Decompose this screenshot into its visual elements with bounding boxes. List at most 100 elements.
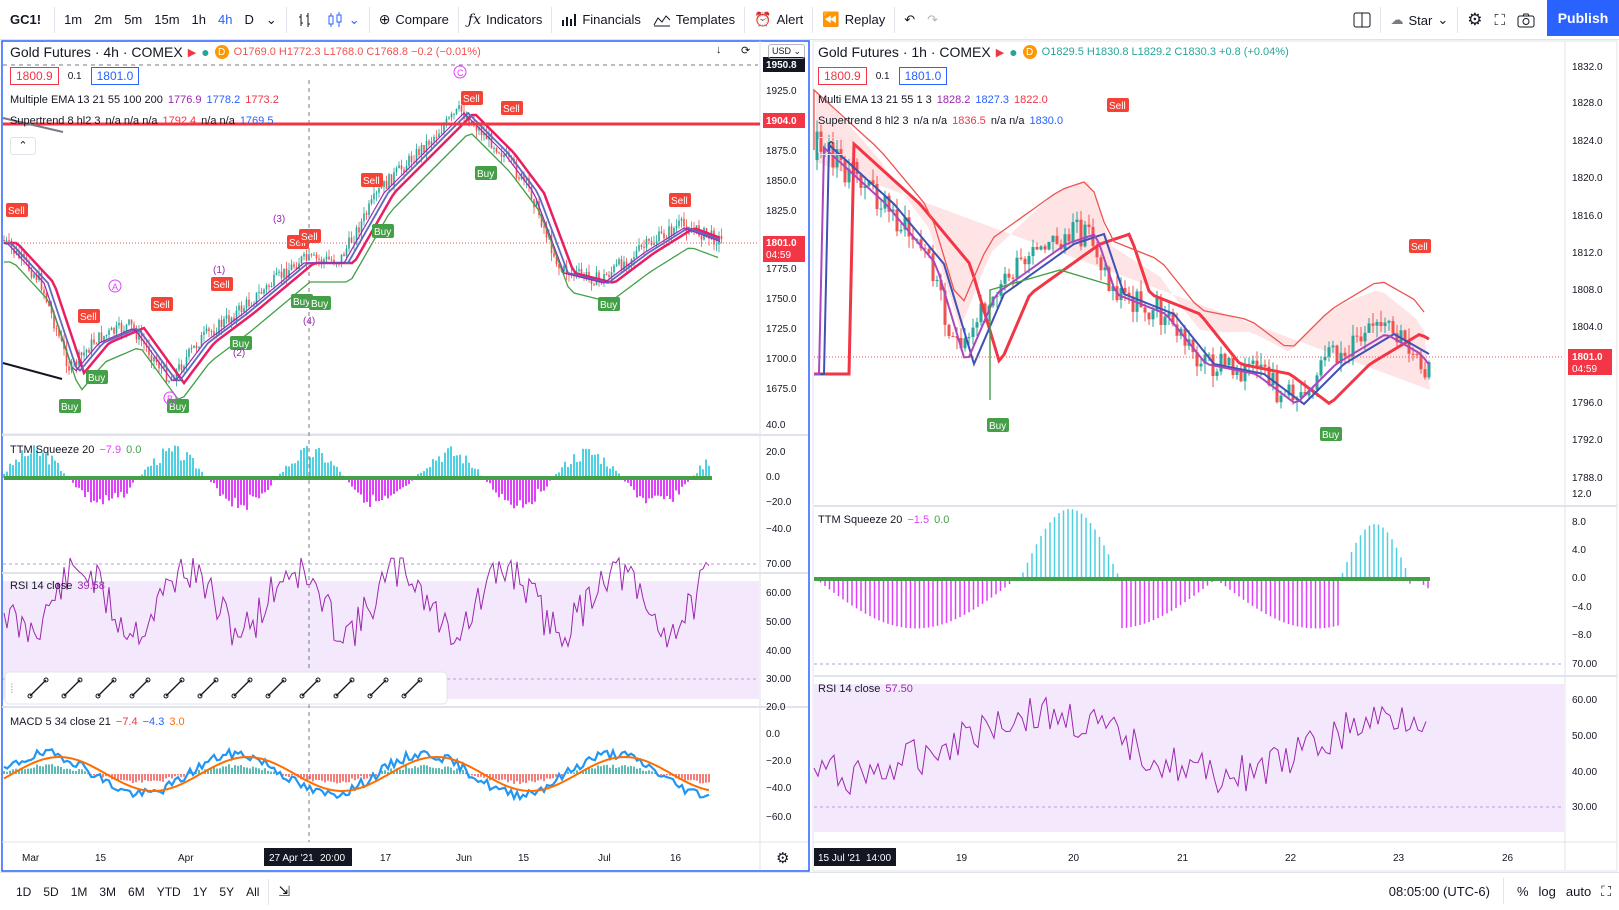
left-time-axis[interactable]: Mar 15 Apr 17 Jun 15 Jul 16 <box>22 853 682 864</box>
left-collapse-legend-button[interactable]: ⌃ <box>10 137 36 155</box>
left-ttm-legend[interactable]: TTM Squeeze 20 −7.9 0.0 <box>10 444 141 456</box>
gann-icon[interactable] <box>367 677 389 699</box>
interval-2m[interactable]: 2m <box>94 12 113 27</box>
parallel-lines-icon[interactable] <box>27 677 49 699</box>
range-1m[interactable]: 1M <box>70 884 88 899</box>
right-buy-button[interactable]: 1801.0 <box>898 67 948 85</box>
left-price-axis[interactable]: 1950.8 1925.0 1904.0 1875.0 1850.0 1825.0 1801… <box>763 57 805 823</box>
interval-15m[interactable]: 15m <box>154 12 180 27</box>
range-5d[interactable]: 5D <box>43 884 59 899</box>
right-ttm-legend[interactable]: TTM Squeeze 20 −1.5 0.0 <box>818 514 949 526</box>
left-rsi-legend[interactable]: RSI 14 close 39.58 <box>10 580 105 592</box>
goto-date-button[interactable]: ⇲ <box>272 883 296 900</box>
range-5y[interactable]: 5Y <box>219 884 235 899</box>
maximize-chart-icon[interactable]: ⛶ <box>1601 882 1611 899</box>
right-ema-legend[interactable]: Multi EMA 13 21 55 1 3 1828.2 1827.3 182… <box>818 94 1048 106</box>
left-sell-button[interactable]: 1800.9 <box>10 67 59 85</box>
flag-icon: ▶ <box>187 46 197 59</box>
fib-icon[interactable] <box>231 677 253 699</box>
right-sell-button[interactable]: 1800.9 <box>818 67 867 85</box>
pitchfork-icon[interactable] <box>163 677 185 699</box>
right-collapse-legend-button[interactable]: ⌃ <box>818 137 844 155</box>
candle-body <box>975 322 979 328</box>
price-tick: 1816.0 <box>1572 211 1603 222</box>
sell-signal-label: Sell <box>301 232 318 243</box>
snapshot-button[interactable] <box>1511 0 1541 40</box>
financials-button[interactable]: Financials <box>555 0 647 40</box>
left-buy-button[interactable]: 1801.0 <box>90 67 140 85</box>
status-dot-icon: ● <box>1009 44 1018 60</box>
publish-button[interactable]: Publish <box>1547 0 1619 36</box>
left-macd-legend[interactable]: MACD 5 34 close 21 −7.4 −4.3 3.0 <box>10 716 185 728</box>
right-supertrend-legend[interactable]: Supertrend 8 hl2 3 n/a n/a 1836.5 n/a n/… <box>818 115 1063 127</box>
left-currency-select[interactable]: USD ⌄ <box>768 44 806 59</box>
auto-toggle[interactable]: auto <box>1565 883 1592 899</box>
trend-line-2[interactable] <box>2 117 64 133</box>
interval-4h[interactable]: 4h <box>218 12 233 27</box>
line-icon[interactable] <box>265 677 287 699</box>
candle-body <box>100 332 103 342</box>
layout-button[interactable] <box>1347 0 1377 40</box>
right-rsi-legend[interactable]: RSI 14 close 57.50 <box>818 683 913 695</box>
interval-d[interactable]: D <box>244 12 254 27</box>
right-time-axis[interactable]: 19 20 21 22 23 26 <box>956 853 1514 864</box>
save-cloud-button[interactable]: ☁ Star ⌄ <box>1384 0 1454 40</box>
right-price-axis[interactable]: 1832.0 1828.0 1824.0 1820.0 1816.0 1812.0 1808… <box>1568 62 1612 813</box>
range-3m[interactable]: 3M <box>99 884 117 899</box>
candle-body <box>108 330 110 335</box>
candle-body <box>683 218 685 227</box>
pattern-icon[interactable] <box>299 677 321 699</box>
candle-body <box>1147 312 1151 320</box>
range-1y[interactable]: 1Y <box>192 884 208 899</box>
fullscreen-button[interactable]: ⛶ <box>1488 0 1511 40</box>
bar-style-icon[interactable] <box>290 0 320 40</box>
candles-icon[interactable]: ⌄ <box>320 0 366 40</box>
compare-button[interactable]: ⊕ Compare <box>373 0 455 40</box>
interval-1h[interactable]: 1h <box>191 12 207 27</box>
left-legend-title[interactable]: Gold Futures · 4h · COMEX ▶ ● D O1769.0 … <box>10 44 481 60</box>
trend-line[interactable] <box>2 362 63 380</box>
indicators-button[interactable]: ƒx Indicators <box>462 0 548 40</box>
buy-signal-label: Buy <box>88 373 105 384</box>
undo-button[interactable]: ↶ <box>898 0 921 40</box>
drag-handle-icon[interactable]: ⁞ <box>10 681 14 696</box>
horizontal-ray-icon[interactable] <box>197 677 219 699</box>
left-refresh-icon[interactable]: ⟳ <box>741 45 751 57</box>
settings-button[interactable]: ⚙ <box>1461 0 1488 40</box>
range-ytd[interactable]: YTD <box>156 884 181 899</box>
range-1d[interactable]: 1D <box>16 884 32 899</box>
candle-body <box>200 335 203 347</box>
left-supertrend-legend[interactable]: Supertrend 8 hl2 3 n/a n/a n/a 1792.4 n/… <box>10 115 273 127</box>
ema-fast <box>814 145 1430 404</box>
candle-body <box>653 243 655 245</box>
right-legend-title[interactable]: Gold Futures · 1h · COMEX ▶ ● D O1829.5 … <box>818 44 1289 60</box>
replay-button[interactable]: ⏪ Replay <box>816 0 891 40</box>
candle-body <box>1335 345 1339 364</box>
abc-pattern-icon[interactable] <box>95 677 117 699</box>
last-price-label: 04:59 <box>1572 364 1597 375</box>
candle-body <box>1127 292 1131 297</box>
trendline-icon[interactable] <box>129 677 151 699</box>
left-ema-legend[interactable]: Multiple EMA 13 21 55 100 200 1776.9 177… <box>10 94 279 106</box>
intervals-dropdown-icon[interactable]: ⌄ <box>265 11 277 27</box>
interval-5m[interactable]: 5m <box>124 12 143 27</box>
symbol-search[interactable]: GC1! <box>10 12 42 27</box>
left-axis-settings-icon[interactable]: ⚙ <box>776 850 789 867</box>
log-toggle[interactable]: log <box>1538 883 1556 899</box>
spiral-icon[interactable] <box>333 677 355 699</box>
floating-drawing-toolbar[interactable]: ⁞ <box>4 671 448 705</box>
templates-button[interactable]: Templates <box>647 0 741 40</box>
alert-button[interactable]: ⏰ Alert <box>748 0 809 40</box>
range-6m[interactable]: 6M <box>128 884 145 899</box>
left-scroll-down-icon[interactable]: ↓ <box>716 44 722 56</box>
candle-body <box>175 369 178 382</box>
ruler-icon[interactable] <box>401 677 423 699</box>
percent-toggle[interactable]: % <box>1516 883 1529 899</box>
supertrend-up <box>989 269 1111 400</box>
clock-time[interactable]: 08:05:00 (UTC-6) <box>1388 883 1490 899</box>
divider <box>744 6 746 33</box>
interval-1m[interactable]: 1m <box>64 12 83 27</box>
range-all[interactable]: All <box>246 884 260 899</box>
redo-button[interactable]: ↷ <box>921 0 944 40</box>
wave-pattern-icon[interactable] <box>61 677 83 699</box>
